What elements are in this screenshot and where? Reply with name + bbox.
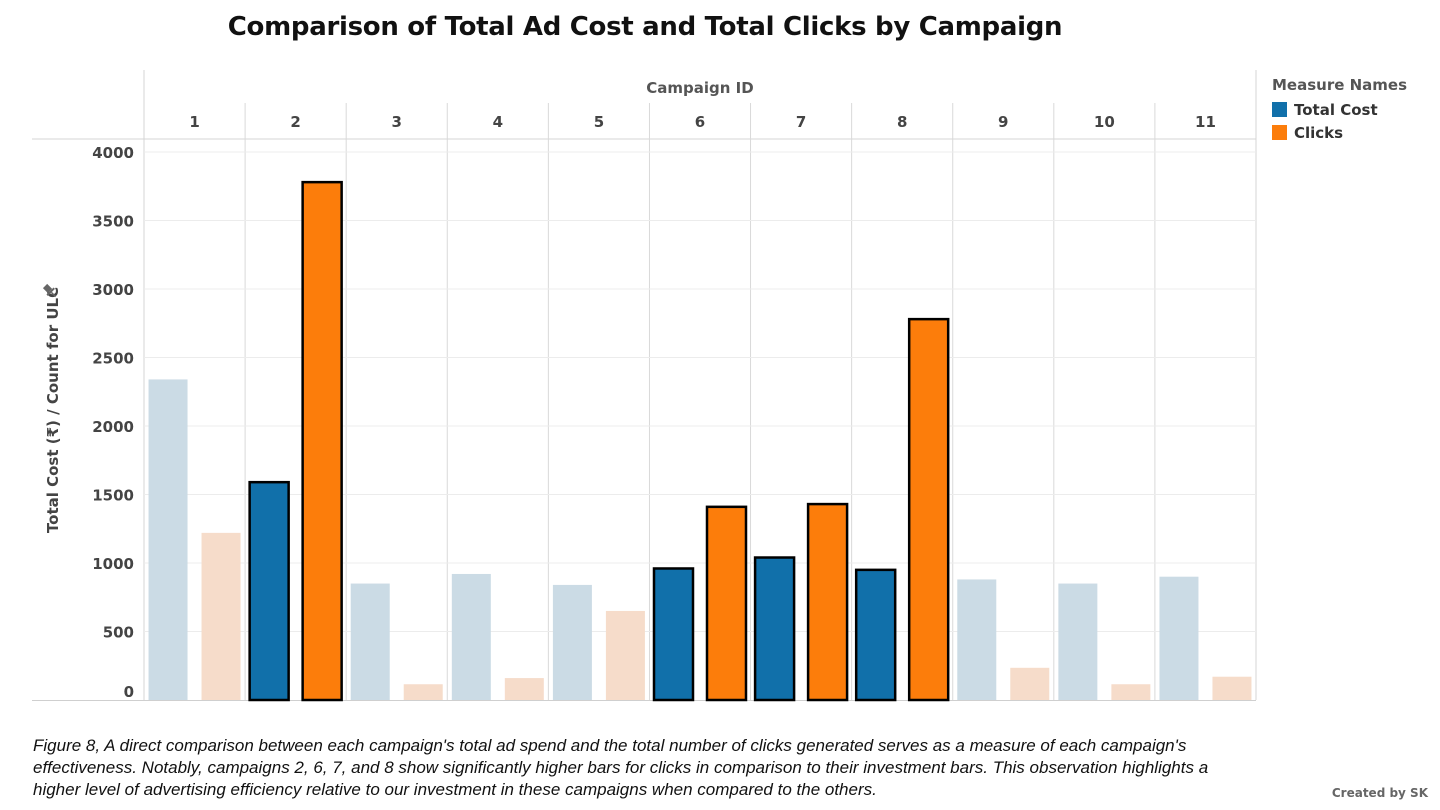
bar-total-cost-campaign-11 — [1159, 576, 1199, 700]
bar-total-cost-campaign-7 — [753, 556, 796, 702]
y-tick-label: 2500 — [92, 350, 134, 368]
y-tick-label: 2000 — [92, 418, 134, 436]
bar-total-cost-campaign-1 — [148, 379, 188, 700]
category-label-9: 9 — [998, 113, 1008, 131]
legend: Measure Names Total Cost Clicks — [1272, 76, 1407, 144]
column-header-title: Campaign ID — [646, 79, 753, 97]
bar-total-cost-campaign-8 — [854, 568, 897, 702]
bar-clicks-campaign-9 — [1010, 667, 1050, 700]
bar-clicks-campaign-10 — [1111, 684, 1151, 700]
category-label-2: 2 — [290, 113, 300, 131]
legend-item-clicks[interactable]: Clicks — [1272, 121, 1407, 144]
legend-swatch-total-cost — [1272, 102, 1287, 117]
bar-clicks-campaign-4 — [504, 678, 544, 700]
category-label-6: 6 — [695, 113, 705, 131]
bar-clicks-campaign-1 — [201, 532, 241, 700]
bar-clicks-campaign-6 — [705, 505, 748, 702]
category-label-10: 10 — [1094, 113, 1115, 131]
y-tick-label: 0 — [124, 683, 134, 701]
bars — [148, 180, 1252, 702]
chart-frame — [32, 70, 1257, 701]
y-tick-label: 3500 — [92, 213, 134, 231]
bar-clicks-campaign-2 — [301, 180, 343, 702]
bar-total-cost-campaign-3 — [350, 583, 390, 700]
y-tick-label: 1500 — [92, 487, 134, 505]
bar-total-cost-campaign-9 — [957, 579, 997, 700]
bar-total-cost-campaign-10 — [1058, 583, 1098, 700]
pin-icon-head — [42, 283, 53, 294]
bar-total-cost-campaign-2 — [248, 480, 290, 702]
credit-text: Created by SK — [1331, 786, 1428, 800]
legend-item-total-cost[interactable]: Total Cost — [1272, 98, 1407, 121]
y-axis: 0 500 1000 1500 2000 2500 3000 3500 4000 Total Co… — [42, 144, 134, 701]
bar-clicks-campaign-11 — [1212, 676, 1252, 700]
category-label-5: 5 — [594, 113, 604, 131]
bar-clicks-campaign-8 — [907, 317, 950, 702]
pin-icon — [42, 283, 57, 298]
y-tick-label: 1000 — [92, 555, 134, 573]
bar-total-cost-campaign-6 — [652, 567, 695, 702]
category-label-11: 11 — [1195, 113, 1216, 131]
chart-title: Comparison of Total Ad Cost and Total Cl… — [227, 12, 1063, 42]
bar-total-cost-campaign-4 — [451, 573, 491, 700]
bar-total-cost-campaign-5 — [552, 584, 592, 700]
category-label-1: 1 — [189, 113, 199, 131]
legend-label-total-cost: Total Cost — [1294, 100, 1378, 119]
bar-clicks-campaign-3 — [403, 684, 443, 700]
legend-swatch-clicks — [1272, 125, 1287, 140]
category-label-4: 4 — [493, 113, 503, 131]
figure-caption: Figure 8, A direct comparison between ea… — [33, 736, 1209, 799]
category-label-7: 7 — [796, 113, 806, 131]
bar-clicks-campaign-7 — [806, 502, 849, 702]
category-label-3: 3 — [392, 113, 402, 131]
y-axis-title: Total Cost (₹) / Count for ULC — [44, 287, 62, 533]
bar-clicks-campaign-5 — [605, 610, 645, 700]
legend-label-clicks: Clicks — [1294, 123, 1344, 142]
legend-title: Measure Names — [1272, 76, 1408, 94]
y-tick-label: 500 — [103, 624, 134, 642]
pin-icon-base — [46, 287, 55, 296]
y-tick-label: 3000 — [92, 281, 134, 299]
bar-chart: Campaign ID 1 2 3 4 5 6 7 8 9 10 11 0 500 1000 1500 200… — [32, 70, 1257, 702]
category-label-8: 8 — [897, 113, 907, 131]
column-headers: Campaign ID 1 2 3 4 5 6 7 8 9 10 11 — [189, 79, 1216, 131]
y-tick-label: 4000 — [92, 144, 134, 162]
pin-icon-needle — [50, 291, 57, 298]
